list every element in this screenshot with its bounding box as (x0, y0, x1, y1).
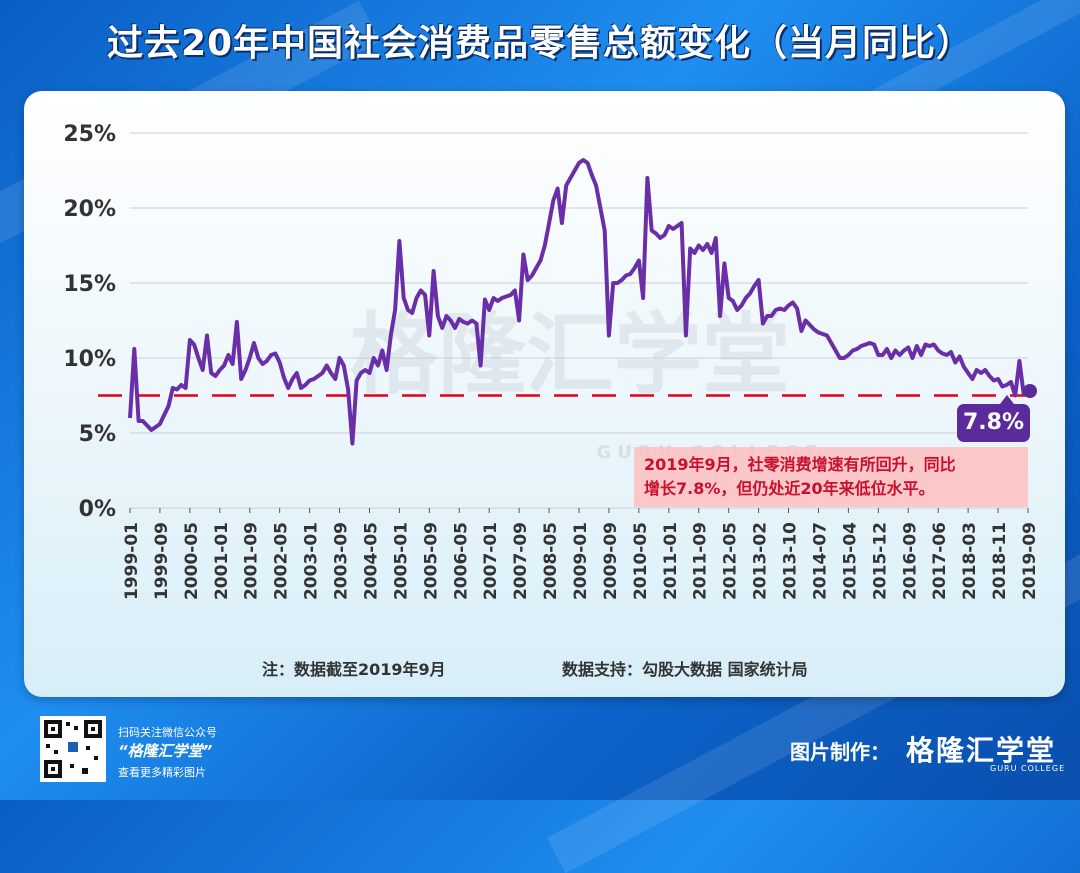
x-tick-label: 2009-01 (571, 522, 591, 600)
qr-account-name: “格隆汇学堂” (118, 742, 213, 760)
y-tick-label: 10% (63, 347, 116, 372)
x-tick-label: 2005-01 (391, 522, 411, 600)
x-tick-label: 2001-09 (242, 522, 262, 600)
latest-point (1023, 384, 1037, 398)
x-tick-label: 2011-01 (661, 522, 681, 600)
x-tick-label: 2004-05 (361, 522, 381, 600)
footnote-source: 数据支持：勾股大数据 国家统计局 (562, 660, 808, 679)
annotation-callout: 2019年9月，社零消费增速有所回升，同比 增长7.8%，但仍处近20年来低位水… (634, 447, 1028, 507)
x-tick-label: 1999-09 (152, 522, 172, 600)
y-tick-label: 0% (79, 497, 116, 522)
x-tick-label: 2010-05 (631, 522, 651, 600)
x-tick-label: 2002-05 (272, 522, 292, 600)
x-tick-label: 2003-01 (302, 522, 322, 600)
x-tick-label: 2013-02 (751, 522, 771, 600)
y-tick-label: 25% (63, 122, 116, 147)
x-tick-layer: 1999-01 1999-09 2000-05 2001-01 2001-09 2002-… (122, 508, 1040, 600)
y-tick-label: 15% (63, 272, 116, 297)
x-tick-label: 2019-09 (1020, 522, 1040, 600)
series-line (128, 158, 1030, 446)
x-tick-label: 2015-12 (870, 522, 890, 600)
x-tick-label: 2015-04 (840, 522, 860, 600)
x-tick-label: 2018-03 (960, 522, 980, 600)
x-tick-label: 2011-09 (691, 522, 711, 600)
qr-caption-bottom: 查看更多精彩图片 (118, 766, 206, 779)
x-tick-label: 2000-05 (182, 522, 202, 600)
x-tick-label: 2006-05 (451, 522, 471, 600)
qr-code[interactable] (40, 716, 106, 782)
x-tick-label: 2013-10 (781, 522, 801, 600)
x-tick-label: 2007-09 (511, 522, 531, 600)
x-tick-label: 2017-06 (930, 522, 950, 600)
x-tick-label: 2001-01 (212, 522, 232, 600)
x-tick-label: 2009-09 (601, 522, 621, 600)
x-tick-label: 2016-09 (900, 522, 920, 600)
qr-caption-top: 扫码关注微信公众号 (118, 726, 217, 739)
y-tick-layer: 0% 5% 10% 15% 20% 25% (63, 122, 116, 522)
brand-logo-subtext: GURU COLLEGE (990, 764, 1066, 773)
callout-line-1: 2019年9月，社零消费增速有所回升，同比 (644, 455, 956, 474)
x-tick-label: 2018-11 (990, 522, 1010, 600)
x-tick-label: 2005-09 (421, 522, 441, 600)
x-tick-label: 2008-05 (541, 522, 561, 600)
callout-line-2: 增长7.8%，但仍处近20年来低位水平。 (644, 479, 935, 498)
brand-logo: 格隆汇学堂 (906, 734, 1057, 767)
chart-panel (24, 91, 1065, 697)
page-title: 过去20年中国社会消费品零售总额变化（当月同比） (106, 23, 974, 64)
y-tick-label: 5% (79, 422, 116, 447)
y-tick-label: 20% (63, 197, 116, 222)
x-tick-label: 1999-01 (122, 522, 142, 600)
watermark-text: 格隆汇学堂 (350, 303, 790, 406)
x-tick-label: 2014-07 (810, 522, 830, 600)
credit-label: 图片制作： (790, 740, 890, 764)
line-chart: 格隆汇学堂 GURU COLLEGE 0%5%10%15%20%25% 1999… (63, 122, 1040, 600)
x-tick-label: 2007-01 (481, 522, 501, 600)
footnote-cutoff: 注：数据截至2019年9月 (262, 660, 446, 679)
latest-value-badge: 7.8% (957, 395, 1030, 442)
series-layer (128, 158, 1037, 446)
x-tick-label: 2003-09 (332, 522, 352, 600)
x-tick-label: 2012-05 (721, 522, 741, 600)
